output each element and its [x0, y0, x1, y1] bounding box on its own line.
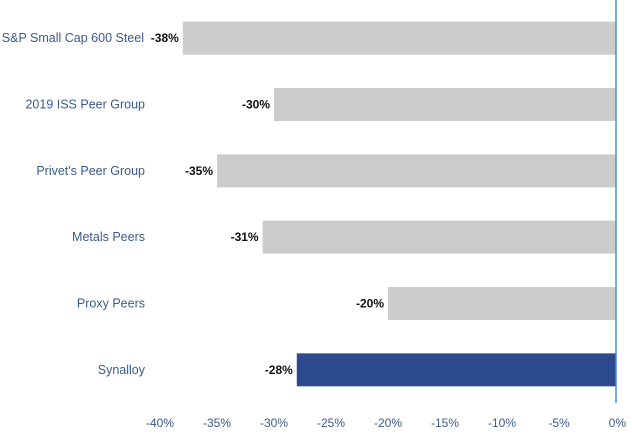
x-tick-label-8: 0%: [609, 416, 627, 430]
x-tick-label-7: -5%: [548, 416, 570, 430]
value-label-4: -20%: [356, 297, 384, 311]
bar-1: [274, 88, 616, 121]
bar-5: [296, 353, 616, 387]
x-tick-label-3: -25%: [317, 416, 345, 430]
value-label-0: -38%: [151, 31, 179, 45]
value-label-5: -28%: [265, 363, 293, 377]
value-label-2: -35%: [185, 164, 213, 178]
category-label-2: Privet's Peer Group: [36, 164, 145, 178]
value-label-3: -31%: [231, 230, 259, 244]
x-tick-label-5: -15%: [431, 416, 459, 430]
x-tick-label-4: -20%: [374, 416, 402, 430]
x-tick-label-0: -40%: [146, 416, 174, 430]
bar-4: [388, 287, 616, 320]
bar-2: [217, 154, 616, 188]
category-labels: S&P Small Cap 600 Steel 2019 ISS Peer Gro…: [2, 31, 146, 377]
category-label-1: 2019 ISS Peer Group: [25, 98, 145, 112]
x-tick-label-6: -10%: [488, 416, 516, 430]
value-labels: -38% -30% -35% -31% -20% -28%: [151, 31, 385, 377]
category-label-5: Synalloy: [98, 363, 146, 377]
x-tick-label-2: -30%: [260, 416, 288, 430]
value-label-1: -30%: [242, 98, 270, 112]
x-axis-tick-labels: -40% -35% -30% -25% -20% -15% -10% -5% 0%: [146, 416, 626, 430]
category-label-4: Proxy Peers: [77, 297, 145, 311]
bars-group: [182, 21, 617, 387]
category-label-3: Metals Peers: [72, 230, 145, 244]
x-tick-label-1: -35%: [203, 416, 231, 430]
bar-3: [262, 220, 616, 254]
category-label-0: S&P Small Cap 600 Steel: [2, 31, 144, 45]
bar-0: [182, 21, 617, 55]
